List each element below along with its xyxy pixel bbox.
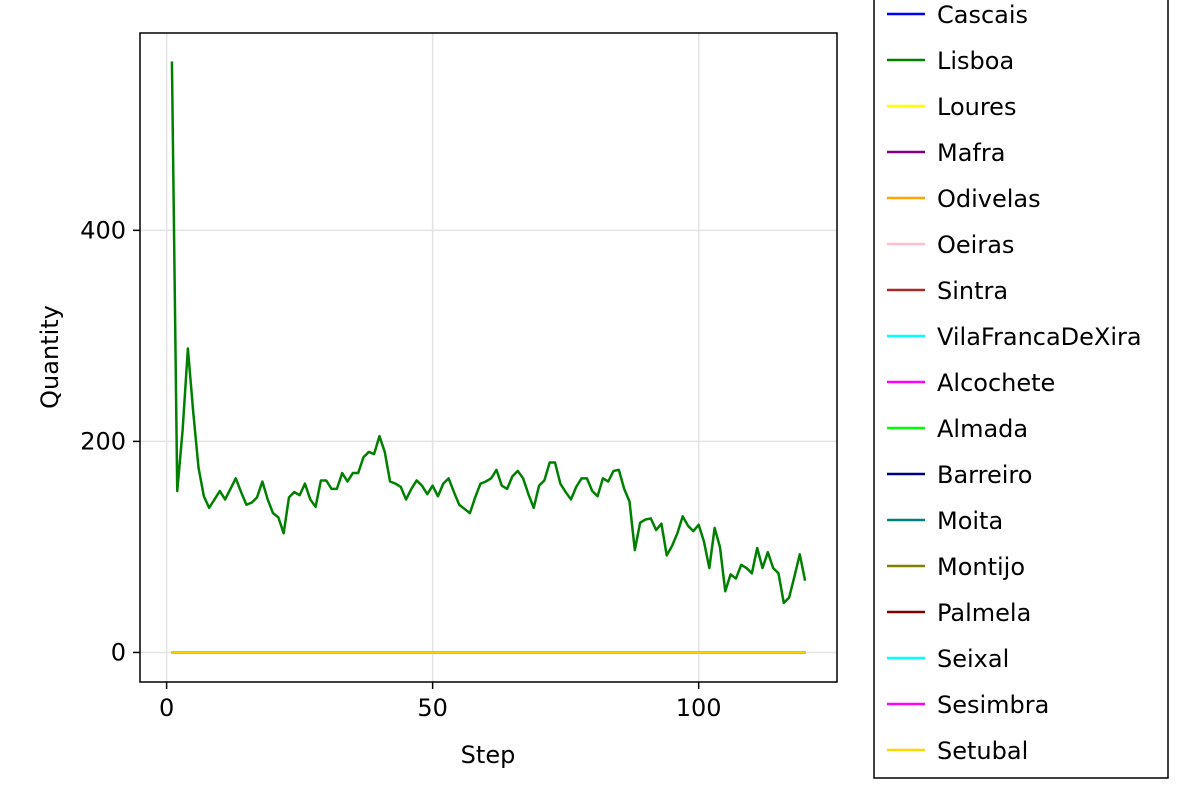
legend-label-vilafrancadexira: VilaFrancaDeXira [937, 323, 1142, 351]
legend-label-seixal: Seixal [937, 645, 1009, 673]
legend-label-sintra: Sintra [937, 277, 1008, 305]
legend-label-loures: Loures [937, 93, 1016, 121]
legend-label-oeiras: Oeiras [937, 231, 1014, 259]
legend-label-palmela: Palmela [937, 599, 1031, 627]
grid [140, 33, 837, 682]
legend-label-cascais: Cascais [937, 1, 1028, 29]
y-tick-label: 0 [111, 638, 126, 666]
legend-label-sesimbra: Sesimbra [937, 691, 1049, 719]
x-tick-label: 0 [159, 694, 174, 722]
y-tick-label: 200 [80, 427, 126, 455]
legend-label-alcochete: Alcochete [937, 369, 1055, 397]
legend-label-moita: Moita [937, 507, 1003, 535]
legend: Cascais Lisboa Loures Mafra Odivelas Oeiras Si… [873, 0, 1169, 779]
legend-label-barreiro: Barreiro [937, 461, 1032, 489]
legend-label-lisboa: Lisboa [937, 47, 1014, 75]
legend-label-almada: Almada [937, 415, 1028, 443]
series-line-lisboa [170, 61, 807, 605]
legend-label-montijo: Montijo [937, 553, 1025, 581]
legend-label-mafra: Mafra [937, 139, 1005, 167]
legend-label-setubal: Setubal [937, 737, 1028, 765]
series-lines [170, 61, 807, 654]
y-tick-label: 400 [80, 216, 126, 244]
legend-frame [873, 0, 1169, 779]
x-tick-label: 50 [417, 694, 448, 722]
plot-frame [139, 32, 838, 683]
x-tick-label: 100 [676, 694, 722, 722]
legend-label-odivelas: Odivelas [937, 185, 1041, 213]
x-axis-label: Step [461, 741, 516, 769]
axis-ticks: 0 50 100 0 200 400 [80, 216, 721, 722]
legend-entries: Cascais Lisboa Loures Mafra Odivelas Oeiras Si… [887, 1, 1142, 765]
y-axis-label: Quantity [36, 305, 64, 409]
